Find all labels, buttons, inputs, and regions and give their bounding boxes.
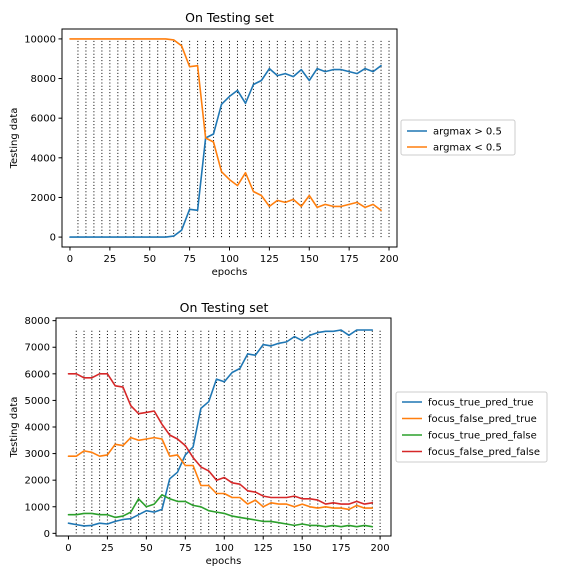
chart-2-x-tick-label: 25 [101,543,114,554]
chart-2-series-line-1 [67,329,374,527]
chart-1-x-ticks: 0 25 50 75 100 125 150 175 200 [67,247,399,265]
chart-2-y-tick-label: 6000 [25,369,50,380]
chart-1-y-axis-label: Testing data [9,108,20,170]
chart-2-y-tick-label: 1000 [25,502,50,513]
chart-1-y-tick-label: 4000 [31,153,56,164]
chart-2-y-tick-label: 2000 [25,476,50,487]
chart-2-legend-label: focus_false_pred_false [428,447,540,458]
chart-2-x-axis-label: epochs [206,556,242,567]
chart-2-x-tick-label: 0 [65,543,71,554]
chart-2-y-tick-label: 0 [44,529,50,540]
chart-2-series-line-3 [67,493,374,528]
chart-1-series-line-1 [69,64,382,238]
chart-2-y-tick-label: 5000 [25,396,50,407]
chart-1-y-tick-label: 10000 [24,34,56,45]
chart-1-x-tick-label: 75 [183,254,196,265]
chart-2-series [67,329,374,528]
chart-1-x-tick-label: 100 [220,254,239,265]
chart-2-x-tick-label: 125 [254,543,273,554]
chart-2-legend-label: focus_true_pred_false [428,431,537,442]
chart-1-y-ticks: 0 2000 4000 6000 8000 10000 [24,34,62,244]
chart-1-title: On Testing set [185,10,274,25]
chart-1-legend-entries: argmax > 0.5 argmax < 0.5 [407,127,502,154]
chart-1-x-tick-label: 125 [260,254,279,265]
chart-2-title: On Testing set [180,300,269,315]
chart-2-x-tick-label: 150 [293,543,312,554]
chart-2-y-tick-label: 4000 [25,423,50,434]
chart-1-series-line-2 [69,38,382,212]
chart-2-x-tick-label: 200 [371,543,390,554]
chart-1-x-tick-label: 0 [67,254,73,265]
chart-2: On Testing set 0 25 50 75 100 125 150 175 200 0 1… [9,300,548,567]
chart-1-y-tick-label: 8000 [31,74,56,85]
chart-1-y-tick-label: 0 [50,233,56,244]
chart-1-x-tick-label: 50 [143,254,156,265]
chart-2-x-ticks: 0 25 50 75 100 125 150 175 200 [65,536,390,554]
chart-2-x-tick-label: 50 [140,543,153,554]
chart-2-x-tick-label: 175 [332,543,351,554]
chart-1-x-tick-label: 150 [300,254,319,265]
chart-1-x-axis-label: epochs [212,267,248,278]
chart-1-legend-label: argmax < 0.5 [433,143,502,154]
chart-2-y-tick-label: 7000 [25,343,50,354]
chart-1-y-tick-label: 6000 [31,114,56,125]
chart-2-legend: focus_true_pred_true focus_false_pred_tru… [395,391,548,463]
chart-2-legend-entries: focus_true_pred_true focus_false_pred_tru… [402,398,540,458]
chart-2-y-axis-label: Testing data [9,397,20,459]
chart-1-x-tick-label: 25 [103,254,116,265]
chart-1: On Testing set 0 25 50 75 100 125 150 175 200 0 2… [9,10,516,278]
chart-2-legend-box [395,391,548,463]
chart-1-x-tick-label: 200 [379,254,398,265]
chart-1-y-tick-label: 2000 [31,193,56,204]
chart-1-legend: argmax > 0.5 argmax < 0.5 [400,119,516,156]
chart-2-series-line-4 [67,372,374,505]
chart-2-x-tick-label: 75 [179,543,192,554]
chart-1-series [69,38,382,238]
chart-1-legend-label: argmax > 0.5 [433,127,502,138]
chart-1-gridlines [77,38,390,238]
chart-1-legend-box [400,119,516,156]
chart-2-y-tick-label: 3000 [25,449,50,460]
chart-1-x-tick-label: 175 [340,254,359,265]
chart-2-legend-label: focus_false_pred_true [428,414,537,425]
chart-2-series-line-2 [67,436,374,511]
chart-2-y-ticks: 0 1000 2000 3000 4000 5000 6000 7000 8000 [25,316,56,540]
chart-2-y-tick-label: 8000 [25,316,50,327]
chart-2-legend-label: focus_true_pred_true [428,398,533,409]
chart-2-x-tick-label: 100 [215,543,234,554]
